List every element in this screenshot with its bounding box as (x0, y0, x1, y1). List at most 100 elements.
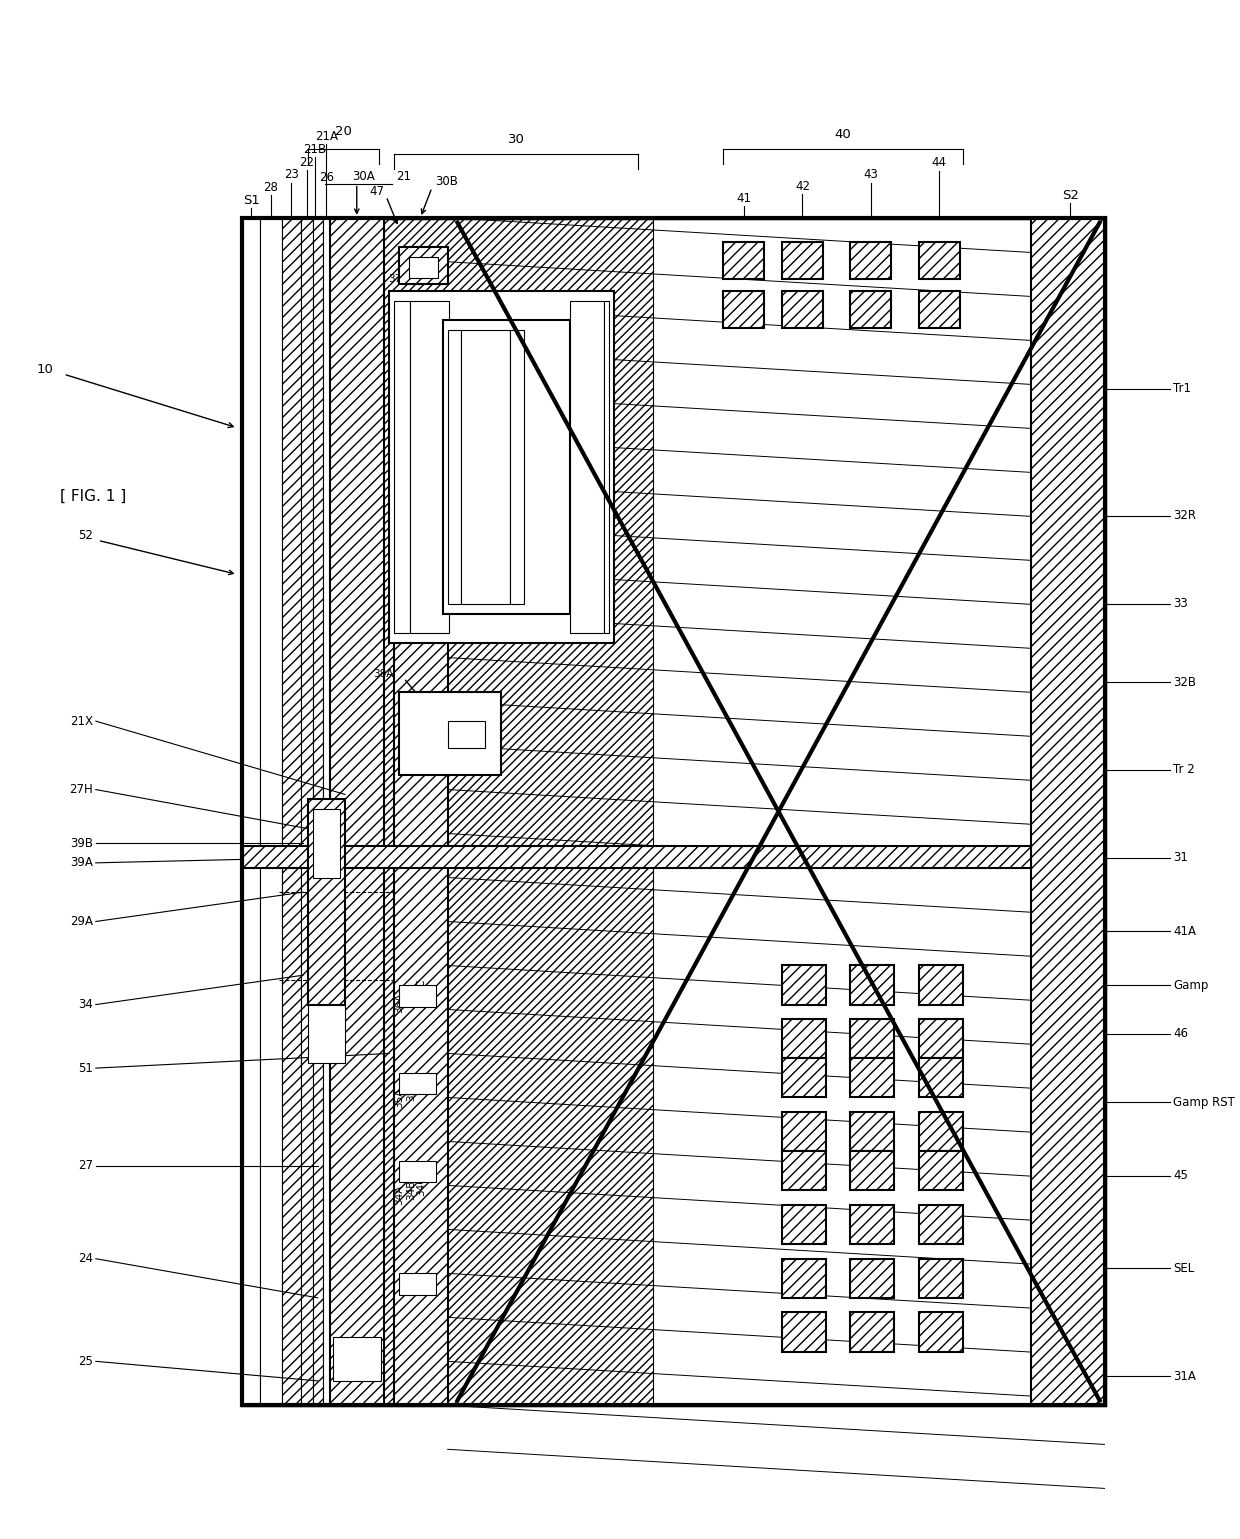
Bar (399, 248, 448, 285)
Text: 31A: 31A (1173, 1370, 1195, 1382)
Text: 31: 31 (1173, 851, 1188, 865)
Bar (1032, 217, 1105, 1405)
Text: p+: p+ (512, 460, 522, 474)
Bar (919, 1019, 962, 1059)
Text: 27: 27 (78, 1159, 93, 1173)
Bar (851, 1259, 894, 1297)
Text: 43: 43 (863, 168, 878, 182)
Text: n: n (583, 462, 590, 472)
Text: p+: p+ (450, 460, 459, 474)
Bar (448, 722, 485, 748)
Text: 24: 24 (78, 1253, 93, 1265)
Text: n+: n+ (412, 1279, 424, 1288)
Text: 47: 47 (370, 185, 384, 199)
Text: 40: 40 (835, 128, 851, 142)
Bar (723, 291, 764, 328)
Bar (394, 300, 409, 633)
Bar (308, 1005, 345, 1063)
Text: 30: 30 (507, 132, 525, 146)
Text: 22: 22 (299, 155, 315, 169)
Bar (919, 291, 960, 328)
Bar (312, 810, 340, 877)
Text: 20: 20 (335, 125, 351, 139)
Bar (242, 846, 1032, 868)
Text: 36B: 36B (407, 985, 417, 1007)
Bar (242, 217, 653, 1405)
Bar (851, 1113, 894, 1151)
Text: [ FIG. 1 ]: [ FIG. 1 ] (60, 489, 126, 503)
Bar (242, 217, 1105, 1405)
Text: 42: 42 (795, 180, 810, 192)
Bar (919, 1059, 962, 1097)
Bar (723, 242, 764, 279)
Bar (919, 242, 960, 279)
Bar (782, 965, 826, 1005)
Text: 32B: 32B (1173, 676, 1195, 688)
Bar (782, 1113, 826, 1151)
Bar (510, 331, 525, 603)
Bar (782, 1059, 826, 1097)
Text: 39A: 39A (69, 856, 93, 870)
Bar (242, 217, 1105, 1405)
Text: 27H: 27H (69, 783, 93, 796)
Bar (330, 217, 384, 1405)
Bar (394, 414, 448, 1405)
Text: 32R: 32R (1173, 509, 1195, 522)
Bar (399, 693, 501, 774)
Text: 34B: 34B (407, 1180, 417, 1200)
Text: 45: 45 (1173, 1170, 1188, 1182)
Text: 10: 10 (37, 363, 53, 376)
Text: 35C: 35C (417, 1073, 427, 1094)
Bar (851, 1151, 894, 1190)
Bar (919, 1313, 962, 1351)
Bar (851, 965, 894, 1005)
Text: 36A: 36A (394, 993, 404, 1013)
Bar (782, 1205, 826, 1244)
Text: 34A: 34A (394, 1185, 404, 1205)
Text: 51: 51 (78, 1062, 93, 1074)
Bar (919, 1259, 962, 1297)
Text: 35B: 35B (407, 1080, 417, 1100)
Text: 41A: 41A (1173, 925, 1195, 937)
Text: Tr 2: Tr 2 (1173, 763, 1194, 777)
Bar (399, 1160, 436, 1182)
Bar (399, 1073, 436, 1094)
Text: 21A: 21A (315, 131, 339, 143)
Bar (919, 1205, 962, 1244)
Bar (281, 217, 301, 1405)
Bar (851, 291, 892, 328)
Text: Tr1: Tr1 (1173, 382, 1190, 396)
Text: 29A: 29A (69, 916, 93, 928)
Bar (919, 1113, 962, 1151)
Text: Gamp: Gamp (1173, 979, 1208, 991)
Text: 38A: 38A (373, 669, 394, 679)
Text: 41: 41 (737, 192, 751, 205)
Bar (408, 257, 438, 279)
Text: 44: 44 (931, 157, 947, 169)
Text: 28: 28 (263, 182, 278, 194)
Bar (334, 1337, 381, 1380)
Text: 21B: 21B (303, 143, 326, 155)
Text: p+: p+ (397, 460, 407, 474)
Text: 25: 25 (78, 1354, 93, 1368)
Text: 30A: 30A (352, 171, 374, 183)
Bar (461, 331, 510, 603)
Text: 52: 52 (78, 529, 93, 542)
Bar (919, 1151, 962, 1190)
Bar (409, 300, 449, 633)
Bar (782, 242, 823, 279)
Text: 21: 21 (396, 171, 410, 183)
Text: n: n (425, 462, 433, 472)
Bar (851, 1019, 894, 1059)
Text: S1: S1 (243, 194, 259, 206)
Bar (570, 300, 604, 633)
Bar (782, 291, 823, 328)
Text: n+: n+ (412, 991, 424, 1000)
Text: 38C: 38C (433, 751, 453, 760)
Bar (782, 1259, 826, 1297)
Text: 34C: 34C (417, 1176, 427, 1196)
Text: SEL: SEL (1173, 1262, 1194, 1274)
Text: 33: 33 (1173, 597, 1188, 611)
Bar (443, 320, 570, 614)
Text: n+: n+ (417, 263, 430, 272)
